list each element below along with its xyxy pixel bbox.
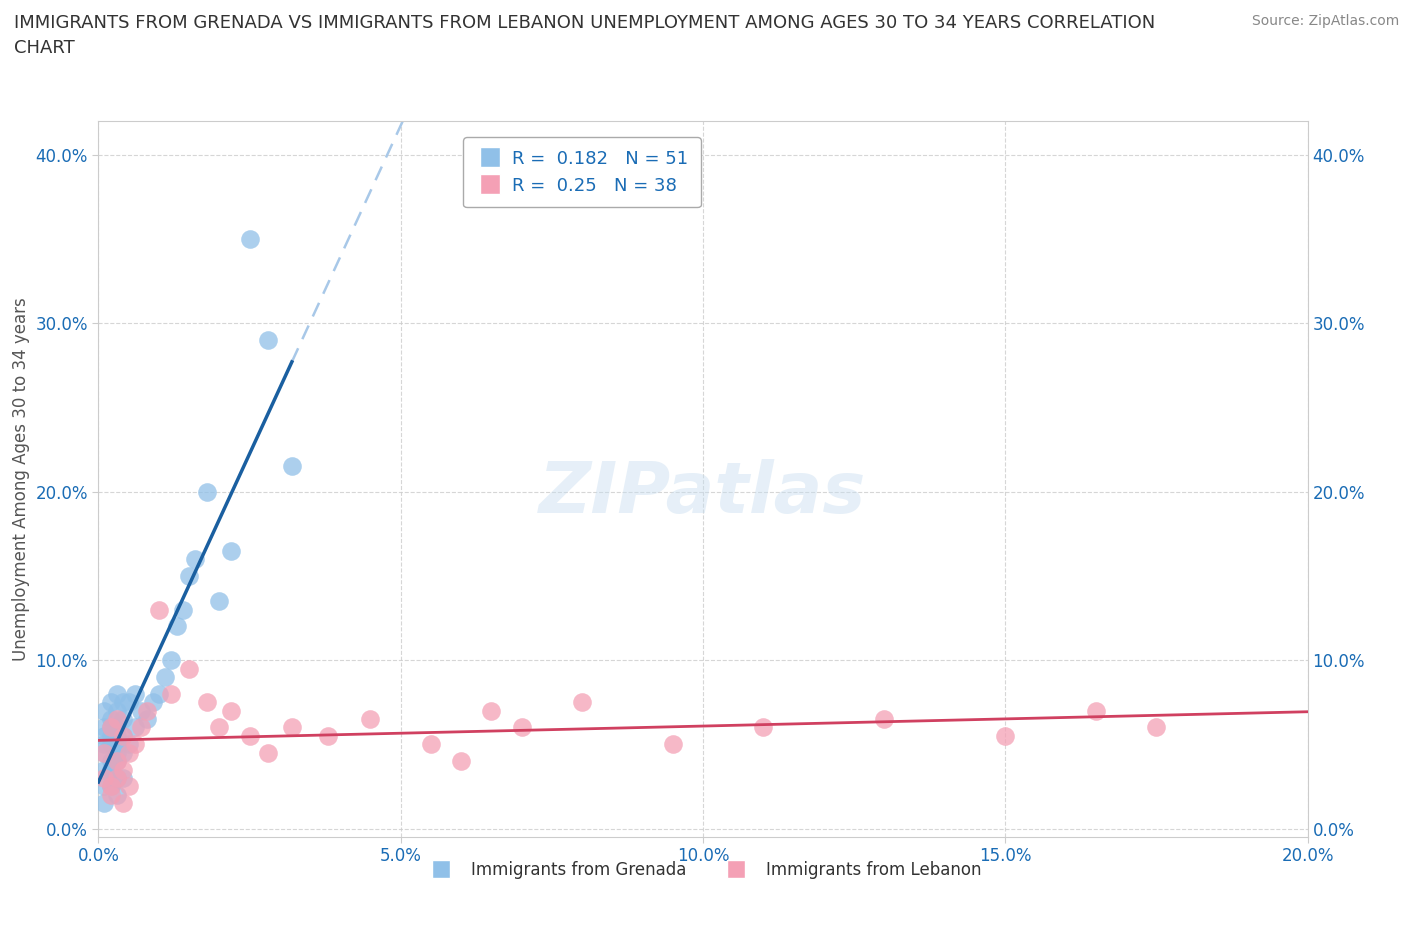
- Point: [100, 711, 122, 726]
- Point: [135, 703, 157, 718]
- Point: [281, 458, 304, 473]
- Point: [93, 763, 115, 777]
- Point: [111, 763, 134, 777]
- Point: [118, 779, 141, 794]
- Point: [100, 779, 122, 794]
- Point: [105, 728, 128, 743]
- Point: [93, 720, 115, 735]
- Point: [661, 737, 683, 751]
- Point: [111, 796, 134, 811]
- Point: [208, 720, 231, 735]
- Point: [105, 711, 128, 726]
- Point: [100, 763, 122, 777]
- Point: [105, 753, 128, 768]
- Point: [281, 720, 304, 735]
- Point: [160, 653, 183, 668]
- Point: [129, 720, 152, 735]
- Point: [1144, 720, 1167, 735]
- Point: [93, 745, 115, 760]
- Point: [124, 686, 146, 701]
- Point: [142, 695, 165, 710]
- Point: [100, 788, 122, 803]
- Point: [571, 695, 593, 710]
- Point: [111, 695, 134, 710]
- Point: [360, 711, 382, 726]
- Point: [510, 720, 533, 735]
- Point: [105, 771, 128, 786]
- Point: [179, 661, 201, 676]
- Point: [100, 728, 122, 743]
- Point: [172, 602, 194, 617]
- Text: IMMIGRANTS FROM GRENADA VS IMMIGRANTS FROM LEBANON UNEMPLOYMENT AMONG AGES 30 TO: IMMIGRANTS FROM GRENADA VS IMMIGRANTS FR…: [14, 14, 1156, 57]
- Point: [93, 703, 115, 718]
- Point: [184, 551, 207, 566]
- Point: [256, 745, 278, 760]
- Point: [105, 720, 128, 735]
- Point: [256, 333, 278, 348]
- Y-axis label: Unemployment Among Ages 30 to 34 years: Unemployment Among Ages 30 to 34 years: [11, 297, 30, 661]
- Point: [93, 745, 115, 760]
- Point: [153, 670, 176, 684]
- Point: [316, 728, 339, 743]
- Point: [100, 720, 122, 735]
- Point: [100, 737, 122, 751]
- Point: [100, 763, 122, 777]
- Point: [93, 796, 115, 811]
- Point: [111, 745, 134, 760]
- Point: [179, 568, 201, 583]
- Point: [195, 695, 218, 710]
- Point: [111, 711, 134, 726]
- Point: [148, 602, 170, 617]
- Point: [994, 728, 1017, 743]
- Point: [221, 703, 243, 718]
- Point: [105, 745, 128, 760]
- Point: [111, 728, 134, 743]
- Text: ZIPatlas: ZIPatlas: [540, 458, 866, 527]
- Point: [93, 728, 115, 743]
- Point: [160, 686, 183, 701]
- Point: [100, 695, 122, 710]
- Point: [450, 753, 472, 768]
- Point: [239, 232, 262, 246]
- Text: Source: ZipAtlas.com: Source: ZipAtlas.com: [1251, 14, 1399, 28]
- Point: [105, 686, 128, 701]
- Point: [105, 771, 128, 786]
- Point: [195, 485, 218, 499]
- Point: [118, 695, 141, 710]
- Point: [118, 745, 141, 760]
- Point: [100, 779, 122, 794]
- Point: [208, 593, 231, 608]
- Point: [93, 737, 115, 751]
- Point: [129, 703, 152, 718]
- Point: [124, 737, 146, 751]
- Point: [873, 711, 896, 726]
- Point: [111, 728, 134, 743]
- Point: [420, 737, 443, 751]
- Point: [166, 619, 188, 634]
- Point: [105, 703, 128, 718]
- Point: [752, 720, 775, 735]
- Point: [148, 686, 170, 701]
- Point: [105, 753, 128, 768]
- Point: [124, 720, 146, 735]
- Point: [93, 779, 115, 794]
- Point: [111, 771, 134, 786]
- Point: [105, 788, 128, 803]
- Point: [105, 737, 128, 751]
- Point: [221, 543, 243, 558]
- Legend: Immigrants from Grenada, Immigrants from Lebanon: Immigrants from Grenada, Immigrants from…: [418, 855, 988, 886]
- Point: [93, 771, 115, 786]
- Point: [100, 753, 122, 768]
- Point: [239, 728, 262, 743]
- Point: [118, 737, 141, 751]
- Point: [1085, 703, 1108, 718]
- Point: [481, 703, 503, 718]
- Point: [135, 711, 157, 726]
- Point: [100, 720, 122, 735]
